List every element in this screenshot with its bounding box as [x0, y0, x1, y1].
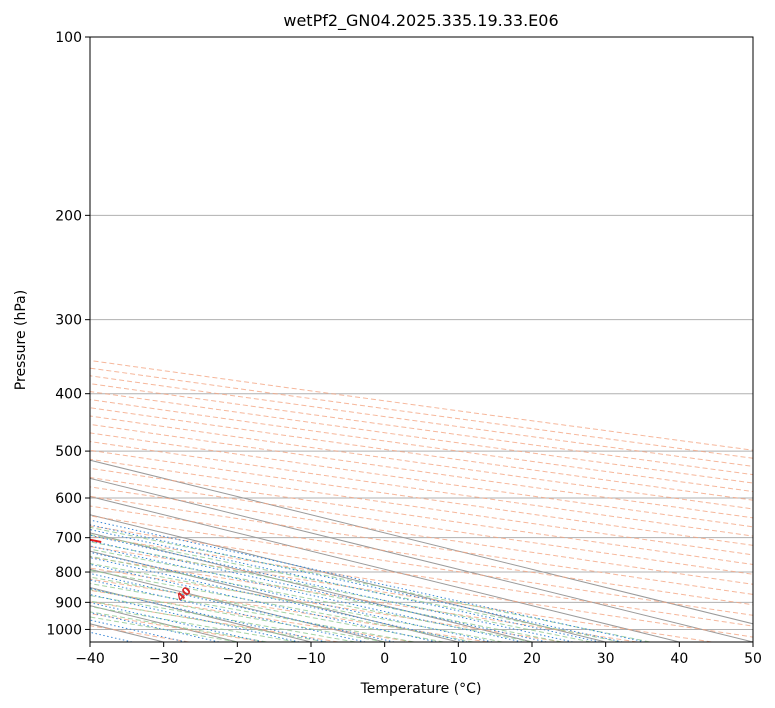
y-tick-label: 800	[55, 565, 82, 581]
x-tick-label: 50	[744, 651, 762, 667]
dry-adiabat-line	[90, 458, 753, 556]
moist-adiabat-line	[90, 526, 650, 642]
dry-adiabat-line	[90, 613, 264, 642]
y-tick-label: 300	[55, 313, 82, 329]
dry-adiabat-line	[90, 601, 339, 642]
x-tick-label: 0	[380, 651, 389, 667]
pressure-grid	[90, 37, 753, 630]
dry-adiabat-line	[90, 546, 712, 642]
profile-series	[0, 37, 102, 543]
x-tick-label: 20	[523, 651, 541, 667]
moist-adiabat-line	[90, 562, 503, 642]
dry-adiabat-line	[90, 589, 413, 642]
x-axis-label: Temperature (°C)	[360, 681, 482, 697]
x-tick-label: 10	[449, 651, 467, 667]
dewpoint-line	[0, 37, 48, 542]
dry-adiabat-line	[90, 556, 638, 642]
x-tick-label: 40	[670, 651, 688, 667]
mixing-ratio-line	[90, 588, 327, 642]
mixing-ratio-line	[90, 519, 646, 642]
dry-adiabat-lines	[90, 359, 753, 642]
x-tick-label: −30	[149, 651, 179, 667]
dry-adiabat-line	[90, 477, 753, 575]
y-axis-ticks: 100 200 300 400 500 600 700 800 900 1000	[46, 30, 90, 638]
isotherm-line	[90, 459, 753, 625]
isotherm-line	[90, 532, 533, 642]
moist-adiabat-line	[90, 589, 385, 642]
mixing-ratio-line	[90, 540, 547, 642]
isotherm-line	[90, 586, 312, 642]
isotherm-line	[90, 477, 753, 642]
isotherm-line	[90, 496, 680, 642]
y-tick-label: 700	[55, 531, 82, 547]
plot-area: -100-90-80-70-60-50-40-30-20-10010203040…	[0, 37, 753, 642]
mixing-ratio-line	[90, 534, 573, 642]
x-tick-label: −20	[223, 651, 253, 667]
x-tick-label: −10	[296, 651, 326, 667]
y-tick-label: 400	[55, 387, 82, 403]
isotherm-line	[90, 568, 385, 642]
moist-adiabat-line	[90, 600, 326, 642]
isotherm-line	[90, 514, 606, 642]
moist-adiabat-line	[90, 576, 444, 642]
mixing-ratio-line	[90, 545, 523, 642]
mixing-ratio-line	[90, 551, 493, 642]
y-tick-label: 100	[55, 30, 82, 46]
moist-adiabat-line	[90, 541, 591, 642]
y-tick-label: 900	[55, 595, 82, 611]
temperature-line	[90, 538, 102, 543]
x-axis-ticks: −40 −30 −20 −10 0 10 20 30 40 50	[75, 642, 762, 667]
dry-adiabat-line	[90, 486, 753, 585]
dry-adiabat-line	[90, 535, 753, 638]
x-tick-label: 30	[597, 651, 615, 667]
y-tick-label: 500	[55, 444, 82, 460]
dry-adiabat-line	[90, 423, 753, 519]
y-tick-label: 1000	[46, 622, 82, 638]
mixing-ratio-line	[90, 557, 468, 642]
x-tick-label: −40	[75, 651, 105, 667]
y-axis-label: Pressure (hPa)	[13, 290, 29, 390]
dry-adiabat-line	[90, 515, 753, 616]
dry-adiabat-line	[90, 407, 753, 501]
dry-adiabat-line	[90, 578, 488, 642]
chart-title: wetPf2_GN04.2025.335.19.33.E06	[283, 11, 558, 31]
moist-adiabat-lines	[90, 526, 650, 642]
dry-adiabat-line	[90, 567, 563, 642]
dry-adiabat-line	[90, 441, 753, 537]
plot-frame	[89, 36, 754, 643]
isotherm-line	[90, 605, 238, 642]
dry-adiabat-label: 30	[36, 557, 56, 577]
y-tick-label: 200	[55, 208, 82, 224]
y-tick-label: 600	[55, 491, 82, 507]
moist-adiabat-line	[90, 548, 562, 642]
mixing-ratio-lines	[90, 519, 646, 642]
